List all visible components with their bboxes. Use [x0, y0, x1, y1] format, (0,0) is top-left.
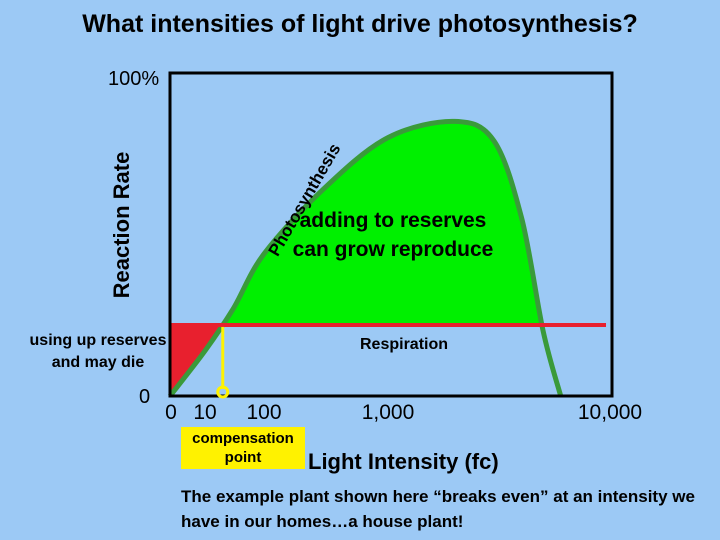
loss-region-label: using up reserves and may die [29, 332, 167, 371]
photosynthesis-line [168, 118, 564, 398]
y-tick-label-zero: 0 [139, 386, 151, 408]
chart-title: What intensities of light drive photosyn… [82, 10, 638, 38]
x-tick-label-0: 0 [165, 401, 177, 424]
y-axis-label: Reaction Rate [109, 151, 134, 299]
compensation-point-label: compensation point [181, 427, 305, 469]
gain-area [222, 121, 561, 325]
respiration-line-label: Respiration [360, 336, 449, 353]
compensation-point-marker [216, 385, 230, 399]
y-tick-label-max: 100% [108, 68, 160, 90]
x-tick-label-100: 100 [246, 401, 282, 424]
x-tick-label-1000: 1,000 [361, 401, 415, 424]
x-tick-label-10: 10 [193, 401, 217, 424]
x-axis-label: Light Intensity (fc) [308, 449, 499, 474]
plot-frame [168, 71, 614, 398]
gain-region-label: adding to reserves can grow reproduce [292, 209, 494, 261]
caption-text: The example plant shown here “breaks eve… [181, 487, 695, 531]
x-tick-label-10000: 10,000 [577, 401, 643, 424]
